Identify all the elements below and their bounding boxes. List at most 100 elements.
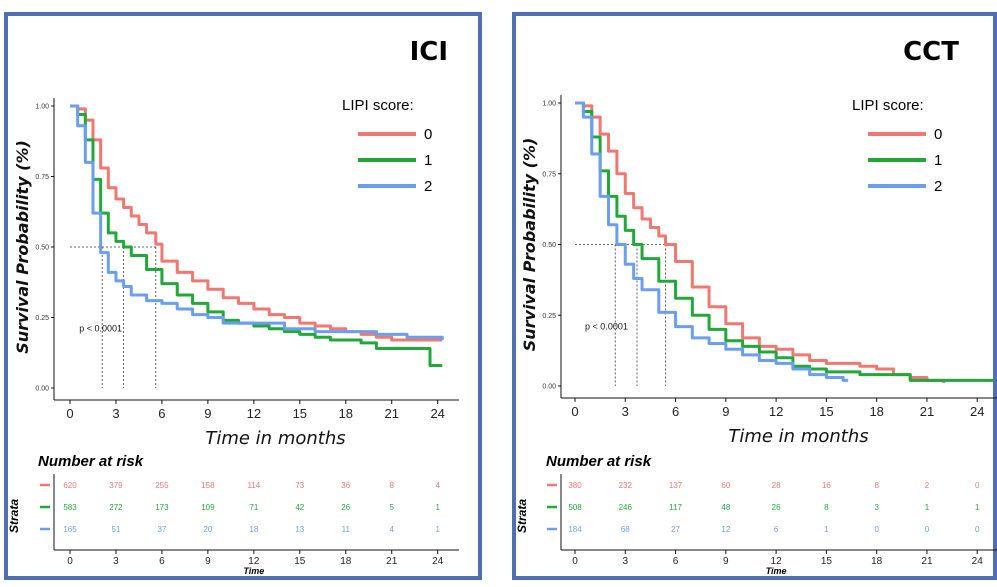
risk-table-title: Number at risk (546, 453, 652, 470)
risk-x-tick-label: 18 (871, 556, 883, 567)
x-tick-label: 15 (819, 404, 833, 419)
risk-value-lipi-2: 1 (824, 525, 829, 534)
risk-value-lipi-1: 117 (669, 503, 682, 512)
risk-x-tick-label: 0 (572, 556, 578, 567)
x-tick-label: 24 (430, 406, 444, 421)
legend-label-lipi-0: 0 (424, 126, 432, 143)
legend-label-lipi-0: 0 (934, 126, 942, 143)
x-tick-label: 9 (722, 404, 729, 419)
x-tick-label: 0 (571, 404, 578, 419)
x-tick-label: 18 (339, 406, 353, 421)
x-tick-label: 6 (158, 406, 165, 421)
risk-value-lipi-1: 109 (201, 503, 215, 512)
risk-table-title: Number at risk (38, 453, 144, 470)
risk-x-tick-label: 24 (432, 556, 444, 567)
risk-value-lipi-0: 620 (63, 481, 77, 490)
risk-value-lipi-2: 165 (63, 525, 77, 534)
risk-value-lipi-1: 173 (155, 503, 169, 512)
risk-table-time-label: Time (766, 566, 787, 576)
risk-value-lipi-0: 60 (721, 481, 730, 490)
risk-table-strata-label: Strata (7, 499, 21, 533)
risk-x-tick-label: 15 (821, 556, 833, 567)
risk-value-lipi-1: 246 (619, 503, 633, 512)
risk-value-lipi-1: 42 (295, 503, 304, 512)
y-tick-label: 0.00 (542, 384, 556, 391)
risk-value-lipi-1: 272 (109, 503, 123, 512)
risk-value-lipi-1: 3 (874, 503, 879, 512)
risk-x-tick-label: 9 (205, 556, 211, 567)
risk-value-lipi-0: 36 (341, 481, 350, 490)
risk-value-lipi-0: 114 (247, 481, 260, 490)
risk-value-lipi-2: 13 (295, 525, 304, 534)
risk-x-tick-label: 18 (340, 556, 352, 567)
x-axis-label: Time in months (205, 428, 345, 449)
risk-x-tick-label: 6 (159, 556, 165, 567)
x-axis-label: Time in months (728, 426, 868, 447)
x-tick-label: 3 (622, 404, 629, 419)
risk-value-lipi-2: 0 (874, 525, 879, 534)
risk-value-lipi-1: 1 (925, 503, 930, 512)
x-tick-label: 9 (204, 406, 211, 421)
risk-value-lipi-2: 0 (925, 525, 930, 534)
p-value-annotation: p < 0.0001 (585, 321, 628, 331)
ici-panel: ICI 0.00 0.25 0.50 0.75 1.00 0 3 6 9 12 15 18 21 24 Sur… (4, 12, 482, 580)
risk-value-lipi-1: 5 (389, 503, 394, 512)
risk-value-lipi-2: 51 (112, 525, 121, 534)
risk-table-strata-label: Strata (515, 499, 529, 533)
risk-table-time-label: Time (243, 566, 264, 576)
y-tick-label: 0.25 (542, 313, 556, 320)
risk-value-lipi-0: 4 (435, 481, 440, 490)
risk-value-lipi-2: 37 (157, 525, 166, 534)
survival-curve-lipi-0 (70, 104, 443, 342)
risk-value-lipi-2: 20 (203, 525, 212, 534)
panel-title: CCT (903, 37, 959, 67)
y-tick-label: 1.00 (35, 104, 49, 111)
risk-value-lipi-0: 137 (669, 481, 683, 490)
risk-value-lipi-0: 8 (389, 481, 394, 490)
risk-x-tick-label: 21 (386, 556, 398, 567)
survival-curve-lipi-1 (575, 101, 994, 382)
x-tick-label: 15 (293, 406, 307, 421)
risk-x-tick-label: 24 (972, 556, 984, 567)
y-axis-label: Survival Probability (%) (13, 140, 32, 354)
legend-title: LIPI score: (852, 97, 924, 114)
y-axis-label: Survival Probability (%) (520, 138, 539, 352)
risk-value-lipi-0: 379 (109, 481, 123, 490)
legend-label-lipi-1: 1 (934, 152, 942, 169)
y-tick-label: 0.50 (542, 242, 556, 249)
x-tick-label: 12 (247, 406, 261, 421)
risk-x-tick-label: 21 (921, 556, 933, 567)
risk-x-tick-label: 6 (673, 556, 679, 567)
x-tick-label: 21 (920, 404, 934, 419)
y-tick-label: 0.25 (35, 315, 49, 322)
cct-panel: CCT 0.00 0.25 0.50 0.75 1.00 0 3 6 9 12 15 18 21 24 Sur… (512, 12, 997, 580)
risk-x-tick-label: 12 (771, 556, 783, 567)
survival-curve-lipi-2 (575, 101, 849, 382)
risk-x-tick-label: 15 (294, 556, 306, 567)
risk-value-lipi-2: 11 (342, 525, 351, 534)
x-tick-label: 18 (869, 404, 883, 419)
risk-value-lipi-2: 12 (721, 525, 730, 534)
legend-label-lipi-2: 2 (934, 178, 942, 195)
risk-value-lipi-2: 18 (249, 525, 258, 534)
risk-value-lipi-2: 1 (435, 525, 440, 534)
risk-x-tick-label: 0 (67, 556, 73, 567)
risk-value-lipi-1: 1 (975, 503, 980, 512)
risk-value-lipi-2: 68 (621, 525, 630, 534)
risk-x-tick-label: 3 (113, 556, 119, 567)
y-tick-label: 0.75 (542, 171, 556, 178)
risk-value-lipi-1: 48 (721, 503, 730, 512)
risk-value-lipi-1: 583 (63, 503, 77, 512)
risk-value-lipi-0: 28 (772, 481, 781, 490)
risk-value-lipi-1: 71 (249, 503, 258, 512)
legend-label-lipi-1: 1 (424, 152, 432, 169)
panel-title: ICI (410, 37, 448, 67)
risk-value-lipi-2: 184 (568, 525, 582, 534)
risk-value-lipi-0: 8 (874, 481, 879, 490)
risk-value-lipi-0: 380 (568, 481, 582, 490)
survival-curve-lipi-0 (575, 101, 946, 384)
survival-curve-lipi-1 (70, 104, 443, 367)
legend-label-lipi-2: 2 (424, 178, 432, 195)
